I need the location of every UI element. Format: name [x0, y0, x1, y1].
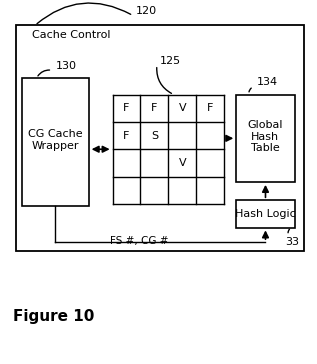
Text: F: F — [123, 131, 130, 141]
Text: Figure 10: Figure 10 — [13, 309, 94, 324]
Text: FS #, CG #: FS #, CG # — [110, 236, 169, 245]
Text: Global
Hash
Table: Global Hash Table — [248, 120, 283, 153]
Text: Cache Control: Cache Control — [32, 29, 110, 40]
Text: 120: 120 — [136, 7, 158, 16]
Text: 125: 125 — [160, 56, 181, 66]
Bar — [16, 25, 304, 251]
Text: 134: 134 — [257, 78, 278, 87]
Text: S: S — [151, 131, 158, 141]
Text: 130: 130 — [55, 61, 76, 71]
Text: V: V — [178, 158, 186, 168]
Bar — [236, 200, 295, 228]
Text: V: V — [178, 103, 186, 113]
Text: CG Cache
Wrapper: CG Cache Wrapper — [28, 129, 83, 151]
Text: Hash Logic: Hash Logic — [235, 209, 296, 219]
Bar — [236, 95, 295, 182]
Text: F: F — [151, 103, 158, 113]
Text: F: F — [123, 103, 130, 113]
Text: F: F — [207, 103, 213, 113]
Text: 33: 33 — [285, 237, 299, 247]
Bar — [22, 78, 89, 206]
